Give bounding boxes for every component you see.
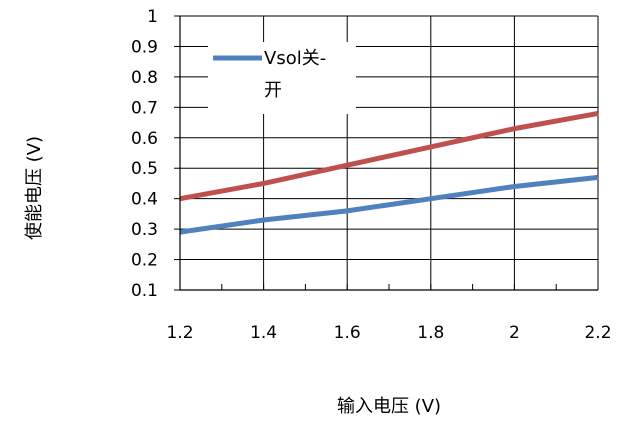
grid-lines bbox=[179, 15, 599, 291]
axes bbox=[174, 15, 599, 291]
x-tick-label: 1.8 bbox=[417, 323, 444, 343]
x-tick-labels: 1.2 1.4 1.6 1.8 2 2.2 bbox=[166, 323, 611, 343]
x-tick-label: 2.2 bbox=[584, 323, 611, 343]
x-tick-label: 1.2 bbox=[166, 323, 193, 343]
y-tick-label: 0.7 bbox=[131, 98, 158, 118]
x-axis-title: 输入电压 (V) bbox=[337, 396, 441, 417]
y-tick-label: 0.9 bbox=[131, 37, 158, 57]
y-tick-label: 0.8 bbox=[131, 68, 158, 88]
x-tick-label: 2 bbox=[509, 323, 520, 343]
series-layer bbox=[179, 110, 599, 235]
y-tick-label: 0.4 bbox=[131, 190, 158, 210]
y-tick-label: 0.2 bbox=[131, 251, 158, 271]
legend-background bbox=[208, 42, 356, 114]
y-tick-label: 1 bbox=[147, 7, 158, 27]
series-line-2 bbox=[179, 110, 599, 202]
series-line-1 bbox=[179, 174, 599, 235]
y-tick-label: 0.3 bbox=[131, 220, 158, 240]
legend: Vsol关- 开 bbox=[208, 42, 356, 114]
y-tick-label: 0.6 bbox=[131, 129, 158, 149]
legend-label-line-2: 开 bbox=[264, 80, 282, 101]
y-tick-labels: 0.1 0.2 0.3 0.4 0.5 0.6 0.7 0.8 0.9 1 bbox=[131, 7, 158, 301]
legend-label-vsol: Vsol关- 开 bbox=[264, 48, 332, 101]
x-tick-label: 1.6 bbox=[334, 323, 361, 343]
y-tick-label: 0.5 bbox=[131, 159, 158, 179]
y-axis-title: 使能电压 (V) bbox=[24, 136, 45, 240]
y-tick-label: 0.1 bbox=[131, 281, 158, 301]
legend-label-line-1: Vsol关- bbox=[264, 48, 326, 69]
x-tick-label: 1.4 bbox=[250, 323, 277, 343]
